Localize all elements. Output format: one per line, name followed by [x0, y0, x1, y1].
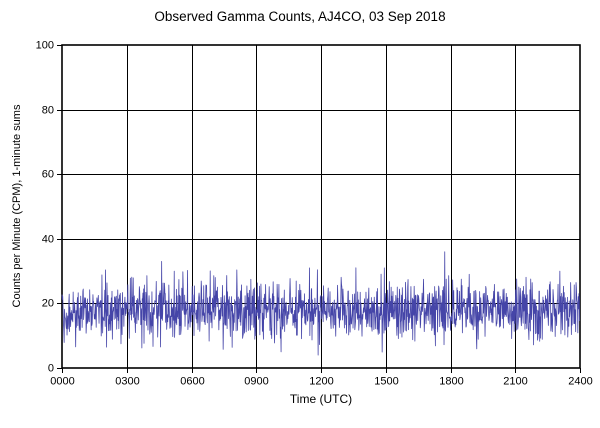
x-axis-label: Time (UTC): [289, 392, 353, 406]
